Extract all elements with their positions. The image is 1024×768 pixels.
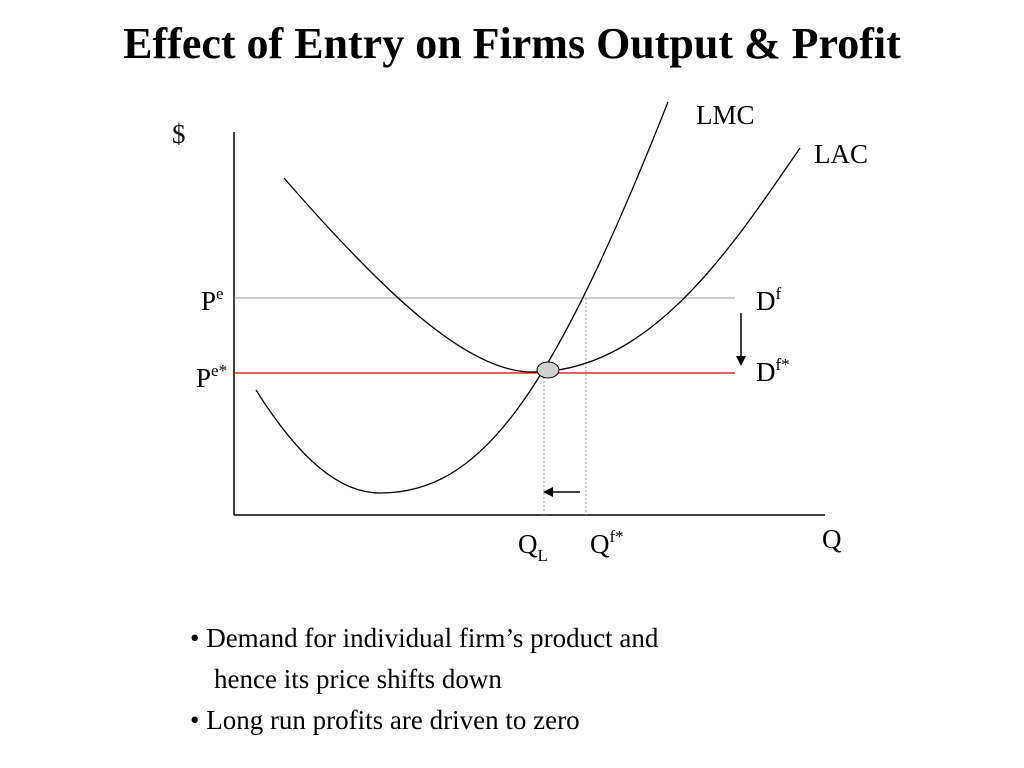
- lac-curve: [283, 147, 801, 373]
- left-arrow-icon: [543, 487, 553, 497]
- bullet-item: • Demand for individual firm’s product a…: [190, 623, 659, 653]
- df-star-label: Df*: [756, 355, 790, 387]
- x-axis-label: Q: [822, 524, 842, 554]
- pe-star-label: Pe*: [196, 361, 227, 393]
- qf-star-label: Qf*: [590, 527, 624, 559]
- down-arrow-icon: [736, 356, 746, 366]
- lmc-label: LMC: [696, 100, 755, 130]
- df-label: Df: [756, 284, 782, 316]
- bullet-list: • Demand for individual firm’s product a…: [190, 618, 950, 741]
- bullet-item-continuation: hence its price shifts down: [214, 664, 502, 694]
- long-run-equilibrium-point: [536, 361, 560, 379]
- lmc-curve: [255, 101, 669, 494]
- page-title: Effect of Entry on Firms Output & Profit: [123, 19, 901, 68]
- lac-label: LAC: [814, 139, 868, 169]
- bullet-item: • Long run profits are driven to zero: [190, 705, 580, 735]
- pe-label: Pe: [201, 284, 224, 316]
- y-axis-label: $: [172, 119, 186, 149]
- ql-label: QL: [518, 529, 548, 565]
